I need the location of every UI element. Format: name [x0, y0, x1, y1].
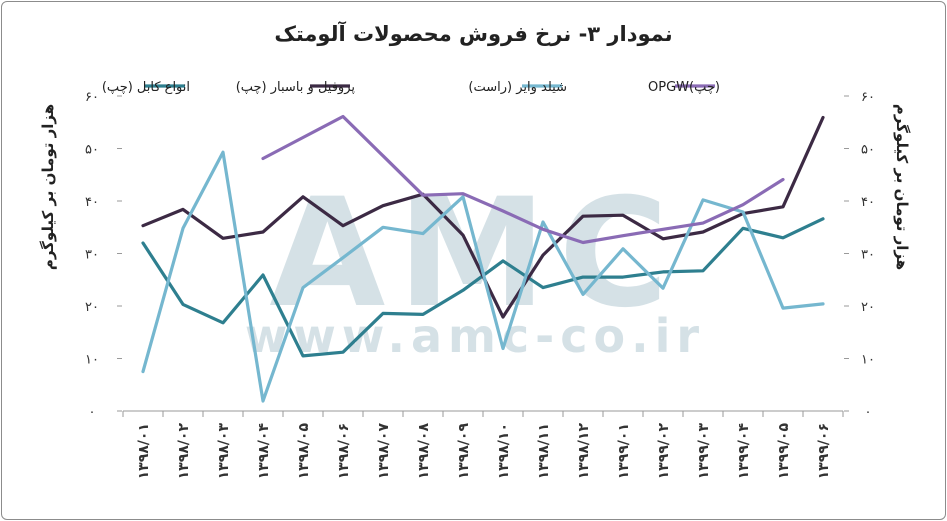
legend-label: OPGW(چپ)	[648, 80, 720, 95]
series-line-3	[141, 150, 825, 403]
y-tick-label-right: ۰	[865, 405, 872, 420]
series-layer	[141, 114, 825, 403]
x-tick-label: ۱۳۹۹/۰۵	[776, 423, 792, 480]
x-tick-label: ۱۳۹۸/۰۷	[376, 423, 392, 480]
y-tick-label-right: ۱۰	[861, 353, 875, 368]
y-tick-label-left: ۳۰	[85, 248, 99, 263]
x-tick-label: ۱۳۹۹/۰۶	[816, 423, 832, 479]
y-tick-label-left: ۲۰	[85, 300, 99, 315]
x-tick-label: ۱۳۹۸/۰۲	[176, 423, 192, 480]
x-tick-label: ۱۳۹۸/۰۳	[216, 423, 232, 480]
y-tick-label-left: ۰	[89, 405, 96, 420]
x-tick-label: ۱۳۹۸/۱۱	[536, 423, 552, 479]
x-tick-label: ۱۳۹۸/۰۴	[256, 423, 272, 480]
x-tick-label: ۱۳۹۸/۰۵	[296, 423, 312, 480]
y-tick-label-left: ۶۰	[85, 90, 99, 105]
y-tick-label-right: ۲۰	[861, 300, 875, 315]
y-tick-label-left: ۱۰	[85, 353, 99, 368]
axes: ۰ ۰ ۱۰ ۱۰ ۲۰ ۲۰ ۳۰ ۳۰ ۴۰ ۴۰ ۵۰ ۵۰ ۶۰ ۶۰ ۱۳۹۸/۰۱ ۱۳۹۸/۰۲…	[85, 90, 875, 479]
legend-label: انواع کابل (چپ)	[102, 80, 190, 95]
x-tick-label: ۱۳۹۸/۱۰	[496, 423, 512, 479]
y-tick-label-left: ۵۰	[85, 143, 99, 158]
y-tick-label-right: ۶۰	[861, 90, 875, 105]
series-line-4	[261, 114, 785, 245]
x-tick-label: ۱۳۹۸/۰۹	[456, 423, 472, 480]
chart-title: نمودار ۳- نرخ فروش محصولات آلومتک	[274, 22, 673, 46]
y-tick-label-right: ۴۰	[861, 195, 875, 210]
x-tick-label: ۱۳۹۸/۰۶	[336, 423, 352, 479]
y-tick-label-left: ۴۰	[85, 195, 99, 210]
x-tick-label: ۱۳۹۹/۰۲	[656, 423, 672, 480]
x-tick-label: ۱۳۹۹/۰۱	[616, 423, 632, 479]
legend: انواع کابل (چپ) پروفیل و باسبار (چپ) شیلد …	[102, 80, 720, 95]
legend-label: شیلد وایر (راست)	[468, 80, 567, 95]
x-tick-label: ۱۳۹۹/۰۴	[736, 423, 752, 480]
x-tick-label: ۱۳۹۸/۰۸	[416, 423, 432, 480]
x-tick-label: ۱۳۹۸/۰۱	[136, 423, 152, 479]
x-tick-label: ۱۳۹۸/۱۲	[576, 423, 592, 480]
x-tick-label: ۱۳۹۹/۰۳	[696, 423, 712, 480]
y-tick-label-right: ۳۰	[861, 248, 875, 263]
y-tick-label-right: ۵۰	[861, 143, 875, 158]
legend-label: پروفیل و باسبار (چپ)	[236, 80, 356, 95]
